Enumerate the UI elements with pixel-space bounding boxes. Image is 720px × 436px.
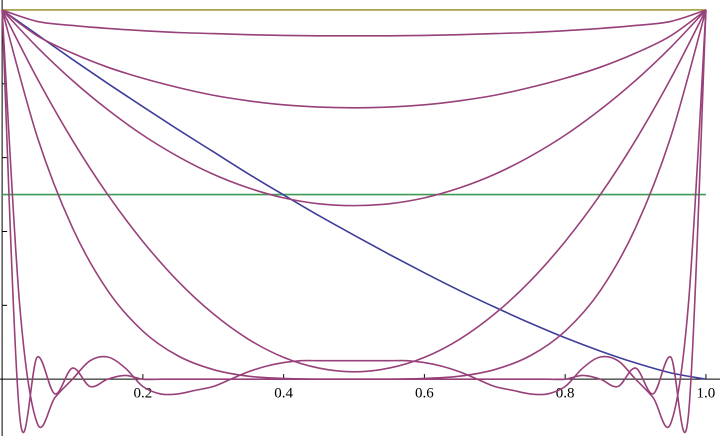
line-series: [1, 9, 707, 37]
x-tick-label: 1.0: [697, 386, 716, 402]
line-series: [1, 9, 707, 380]
line-series: [1, 9, 707, 373]
line-series: [1, 9, 707, 207]
x-tick-label: 0.2: [133, 386, 152, 402]
x-tick-label: 0.6: [415, 386, 434, 402]
line-series: [1, 9, 707, 434]
line-series: [1, 9, 707, 109]
x-tick-label: 0.4: [274, 386, 293, 402]
line-series: [1, 9, 707, 428]
x-tick-label: 0.8: [556, 386, 575, 402]
